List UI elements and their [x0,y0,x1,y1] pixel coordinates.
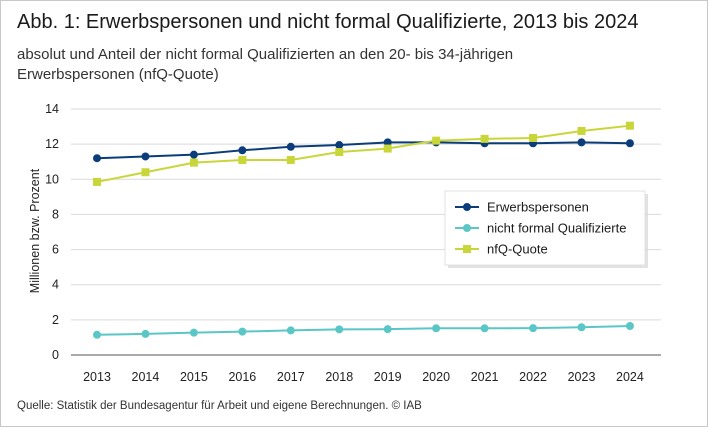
y-tick-label: 0 [52,348,59,362]
legend-swatch-marker [463,203,471,211]
x-tick-label: 2013 [83,370,111,384]
data-point [141,168,150,177]
x-tick-label: 2024 [616,370,644,384]
x-tick-label: 2021 [471,370,499,384]
data-point [286,142,295,151]
data-point [480,134,489,143]
series-line [96,325,630,336]
data-point [625,322,634,331]
data-point [577,323,586,332]
data-point [286,155,295,164]
data-point [189,150,198,159]
y-tick-label: 8 [52,207,59,221]
data-point [141,329,150,338]
legend-label: nicht formal Qualifizierte [487,221,626,236]
data-point [93,177,101,186]
data-point [238,155,247,164]
data-point [286,326,295,335]
data-point [577,126,586,135]
y-tick-label: 14 [45,102,59,116]
legend: Erwerbspersonen nicht formal Qualifiziert… [444,190,648,268]
data-point [189,328,198,337]
y-axis-label: Millionen bzw. Prozent [28,168,42,293]
data-point [529,133,538,142]
series-1 [93,322,634,339]
x-tick-label: 2014 [132,370,160,384]
x-tick-label: 2022 [519,370,547,384]
x-tick-label: 2018 [325,370,353,384]
data-point [577,138,586,147]
legend-swatch-marker [463,224,471,232]
series-group [93,121,634,339]
x-tick-label: 2016 [228,370,256,384]
series-line [96,141,630,160]
data-point [432,136,441,145]
legend-swatch-marker [463,245,471,253]
y-tick-label: 2 [52,313,59,327]
data-point [335,141,344,150]
data-point [383,325,392,334]
chart-title: Abb. 1: Erwerbspersonen und nicht formal… [17,11,639,33]
data-point [238,146,247,155]
data-point [625,121,634,130]
data-point [625,139,634,148]
series-line [96,124,631,183]
axes: 0 2 4 6 8 10 12 14 2013 2014 2015 2016 2017 2018 2019 2… [45,102,661,384]
x-tick-label: 2015 [180,370,208,384]
legend-label: nfQ-Quote [487,242,548,257]
data-point [480,324,489,333]
data-point [141,152,150,161]
y-tick-label: 6 [52,243,59,257]
y-tick-label: 12 [45,137,59,151]
data-point [189,158,198,167]
chart-subtitle: absolut und Anteil der nicht formal Qual… [17,46,514,83]
legend-entry: nicht formal Qualifizierte [455,221,626,236]
data-point [529,324,538,333]
data-point [335,325,344,334]
x-tick-label: 2023 [568,370,596,384]
legend-label: Erwerbspersonen [487,200,589,215]
y-tick-label: 4 [52,278,59,292]
data-point [383,144,392,153]
data-point [335,148,344,157]
x-tick-label: 2020 [422,370,450,384]
legend-entry: nfQ-Quote [455,242,548,257]
legend-entry: Erwerbspersonen [455,200,589,215]
source-note: Quelle: Statistik der Bundesagentur für … [17,400,422,412]
x-tick-label: 2019 [374,370,402,384]
series-2 [93,121,634,186]
x-tick-label: 2017 [277,370,305,384]
data-point [93,154,101,163]
y-tick-label: 10 [45,172,59,186]
data-point [238,327,247,336]
data-point [383,138,392,147]
data-point [93,330,101,339]
data-point [432,324,441,333]
